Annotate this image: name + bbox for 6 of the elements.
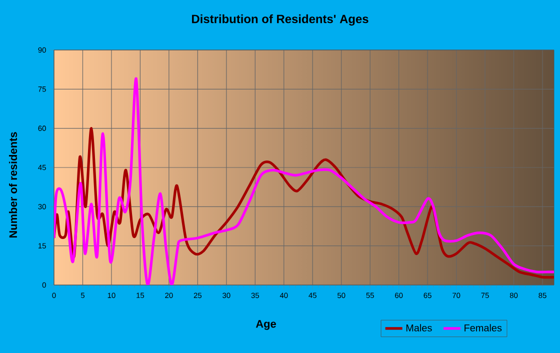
chart-title: Distribution of Residents' Ages	[192, 14, 368, 26]
x-axis-title: Age	[256, 320, 276, 330]
line-series	[54, 77, 554, 285]
legend-label: Females	[464, 324, 502, 332]
legend-label: Males	[406, 324, 432, 332]
y-axis-title: Number of residents	[8, 132, 18, 238]
